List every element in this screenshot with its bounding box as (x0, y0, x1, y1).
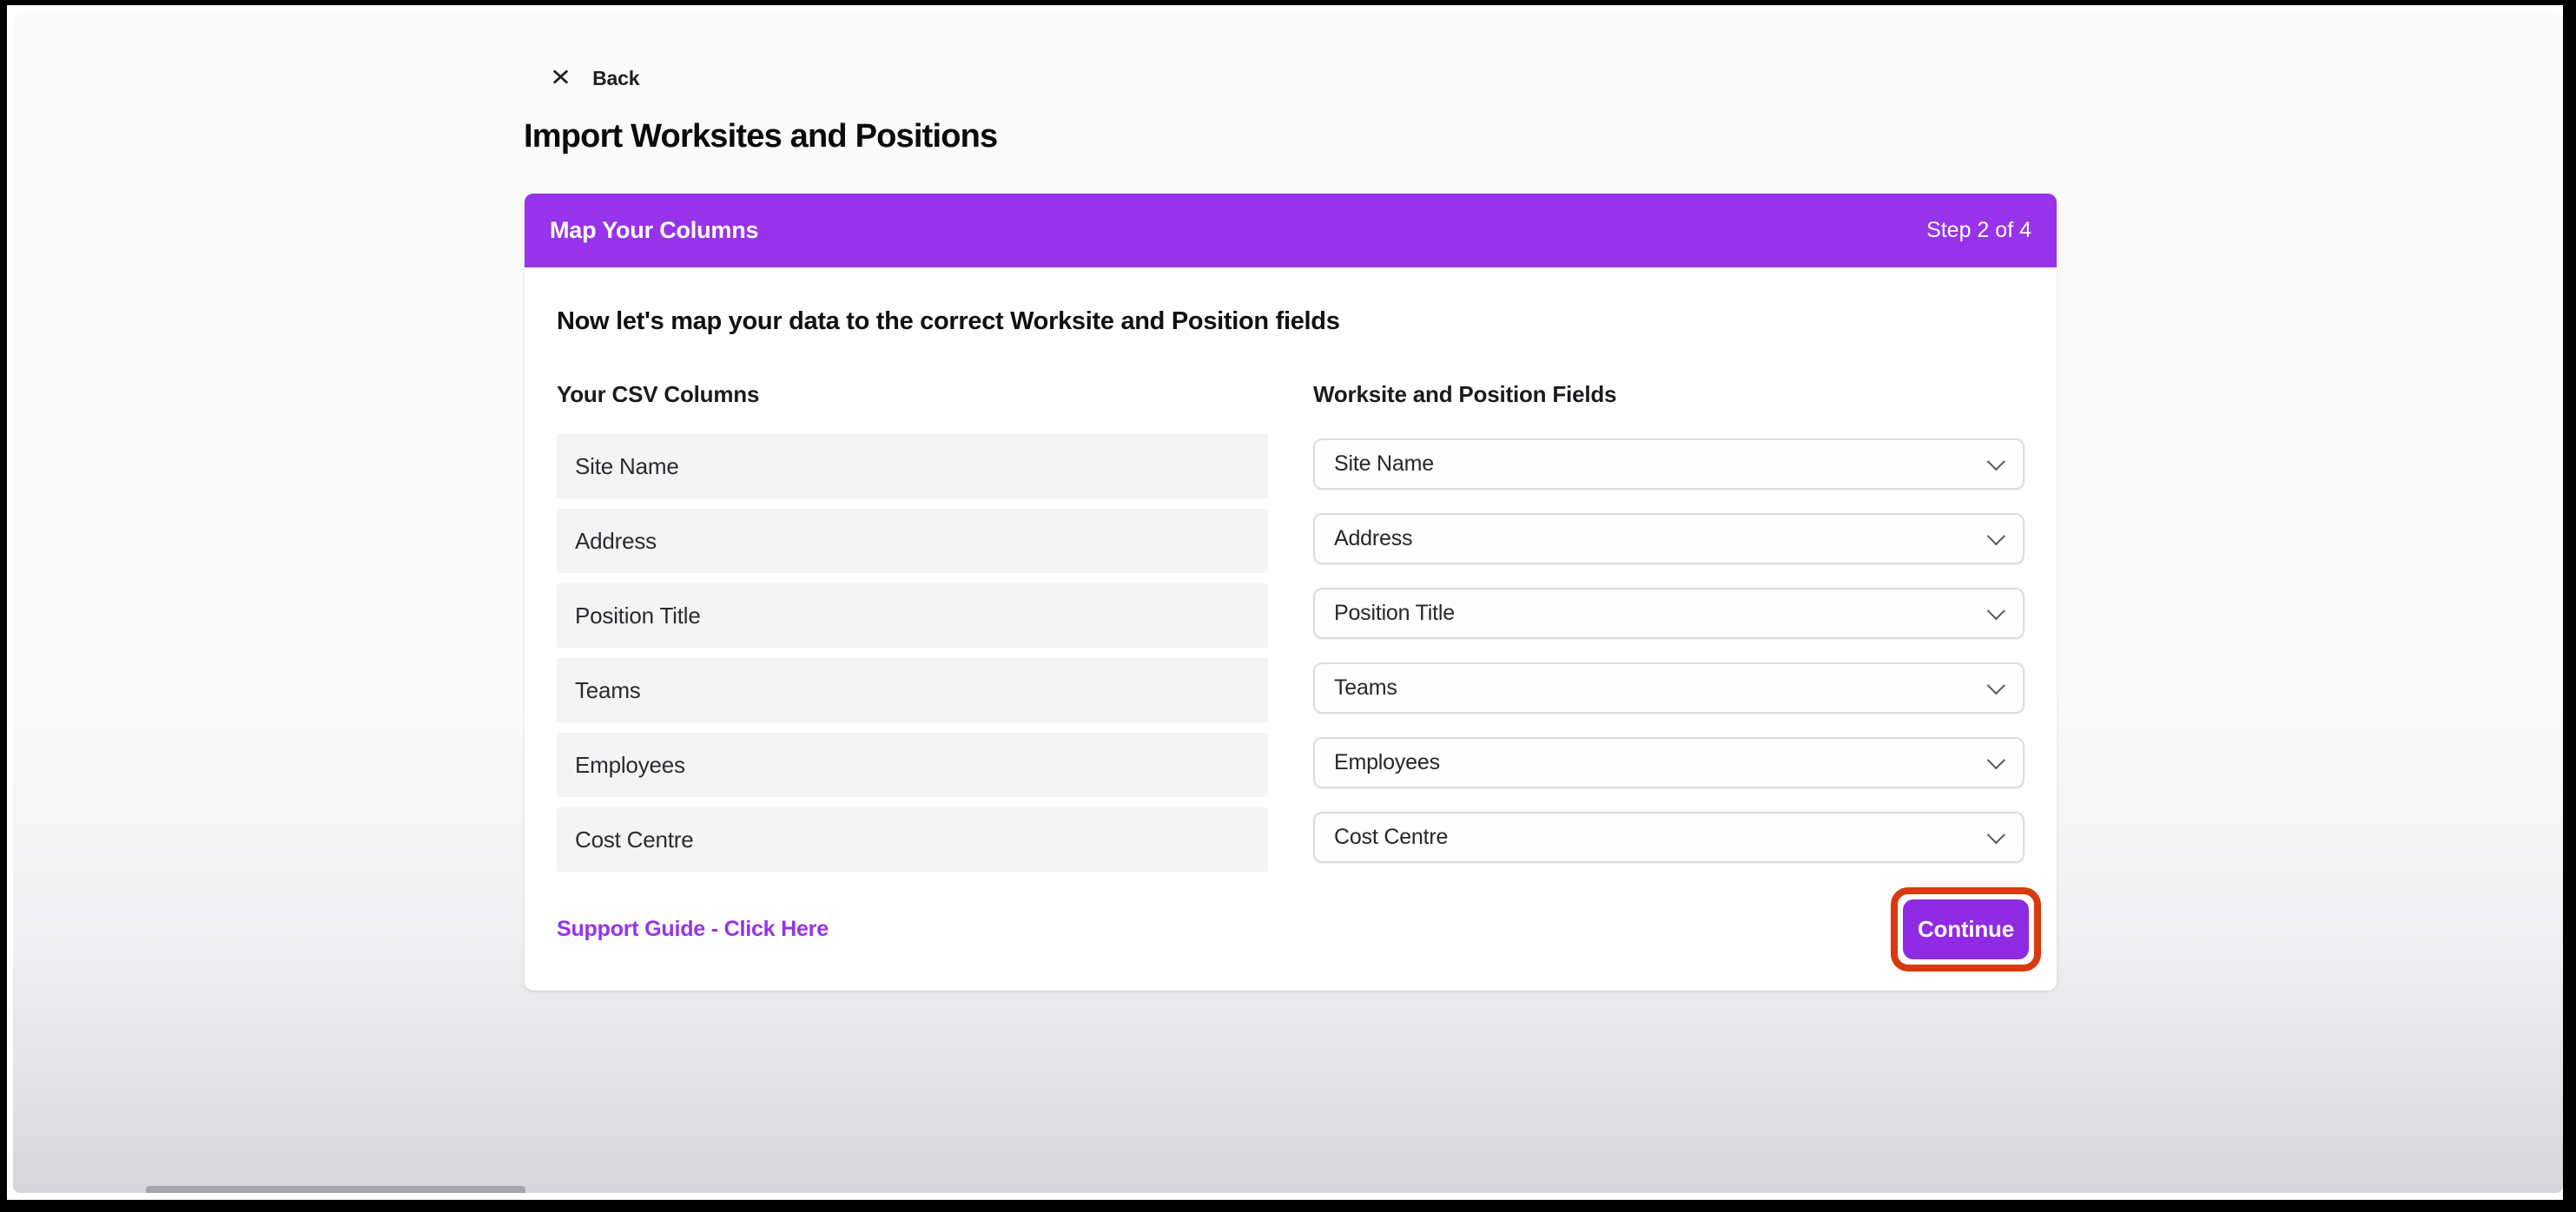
chevron-down-icon (1986, 751, 2005, 770)
chevron-down-icon (1986, 826, 2005, 845)
step-indicator: Step 2 of 4 (1926, 218, 2031, 242)
field-mapping-select[interactable]: Site Name (1313, 438, 2024, 490)
chevron-down-icon (1986, 527, 2005, 546)
top-navigation: ✕ Back (550, 61, 640, 96)
csv-columns-column: Your CSV Columns Site Name Address Posit… (557, 381, 1268, 886)
field-mapping-select[interactable]: Position Title (1313, 588, 2024, 639)
csv-column-row: Teams (557, 658, 1268, 722)
csv-columns-header: Your CSV Columns (557, 381, 760, 407)
csv-column-row: Employees (557, 733, 1268, 797)
app-window: ✕ Back Import Worksites and Positions Ma… (7, 5, 2563, 1200)
field-mapping-select[interactable]: Employees (1313, 737, 2024, 788)
selected-field-label: Employees (1334, 750, 1440, 774)
back-button[interactable]: Back (592, 66, 640, 89)
continue-button[interactable]: Continue (1902, 899, 2029, 959)
csv-column-row: Position Title (557, 583, 1268, 648)
card-header: Map Your Columns Step 2 of 4 (525, 194, 2057, 267)
instruction-text: Now let's map your data to the correct W… (557, 307, 1340, 335)
dropdown-list: Site Name Address Position Title (1313, 434, 2024, 863)
selected-field-label: Cost Centre (1334, 825, 1449, 849)
page-title: Import Worksites and Positions (524, 118, 998, 155)
mapping-grid: Your CSV Columns Site Name Address Posit… (557, 381, 2024, 886)
chevron-down-icon (1986, 676, 2005, 695)
map-columns-card: Map Your Columns Step 2 of 4 Now let's m… (525, 194, 2057, 991)
close-icon[interactable]: ✕ (550, 64, 572, 91)
field-mapping-column: Worksite and Position Fields Site Name A… (1313, 381, 2024, 886)
chevron-down-icon (1986, 602, 2005, 621)
horizontal-scrollbar-thumb[interactable] (146, 1186, 525, 1193)
selected-field-label: Address (1334, 526, 1413, 550)
annotation-highlight: Continue (1890, 887, 2041, 972)
selected-field-label: Position Title (1334, 601, 1455, 625)
csv-column-row: Address (557, 509, 1268, 573)
csv-column-row: Cost Centre (557, 807, 1268, 872)
csv-column-row: Site Name (557, 434, 1268, 498)
worksite-fields-header: Worksite and Position Fields (1313, 381, 1617, 407)
card-footer: Support Guide - Click Here Continue (525, 887, 2057, 991)
import-page: ✕ Back Import Worksites and Positions Ma… (13, 12, 2563, 1193)
field-mapping-select[interactable]: Address (1313, 513, 2024, 564)
field-mapping-select[interactable]: Teams (1313, 662, 2024, 714)
card-header-title: Map Your Columns (550, 217, 759, 243)
support-guide-link[interactable]: Support Guide - Click Here (557, 917, 829, 941)
selected-field-label: Teams (1334, 675, 1397, 700)
chevron-down-icon (1986, 452, 2005, 471)
field-mapping-select[interactable]: Cost Centre (1313, 812, 2024, 863)
card-body: Now let's map your data to the correct W… (525, 267, 2057, 886)
selected-field-label: Site Name (1334, 451, 1434, 476)
